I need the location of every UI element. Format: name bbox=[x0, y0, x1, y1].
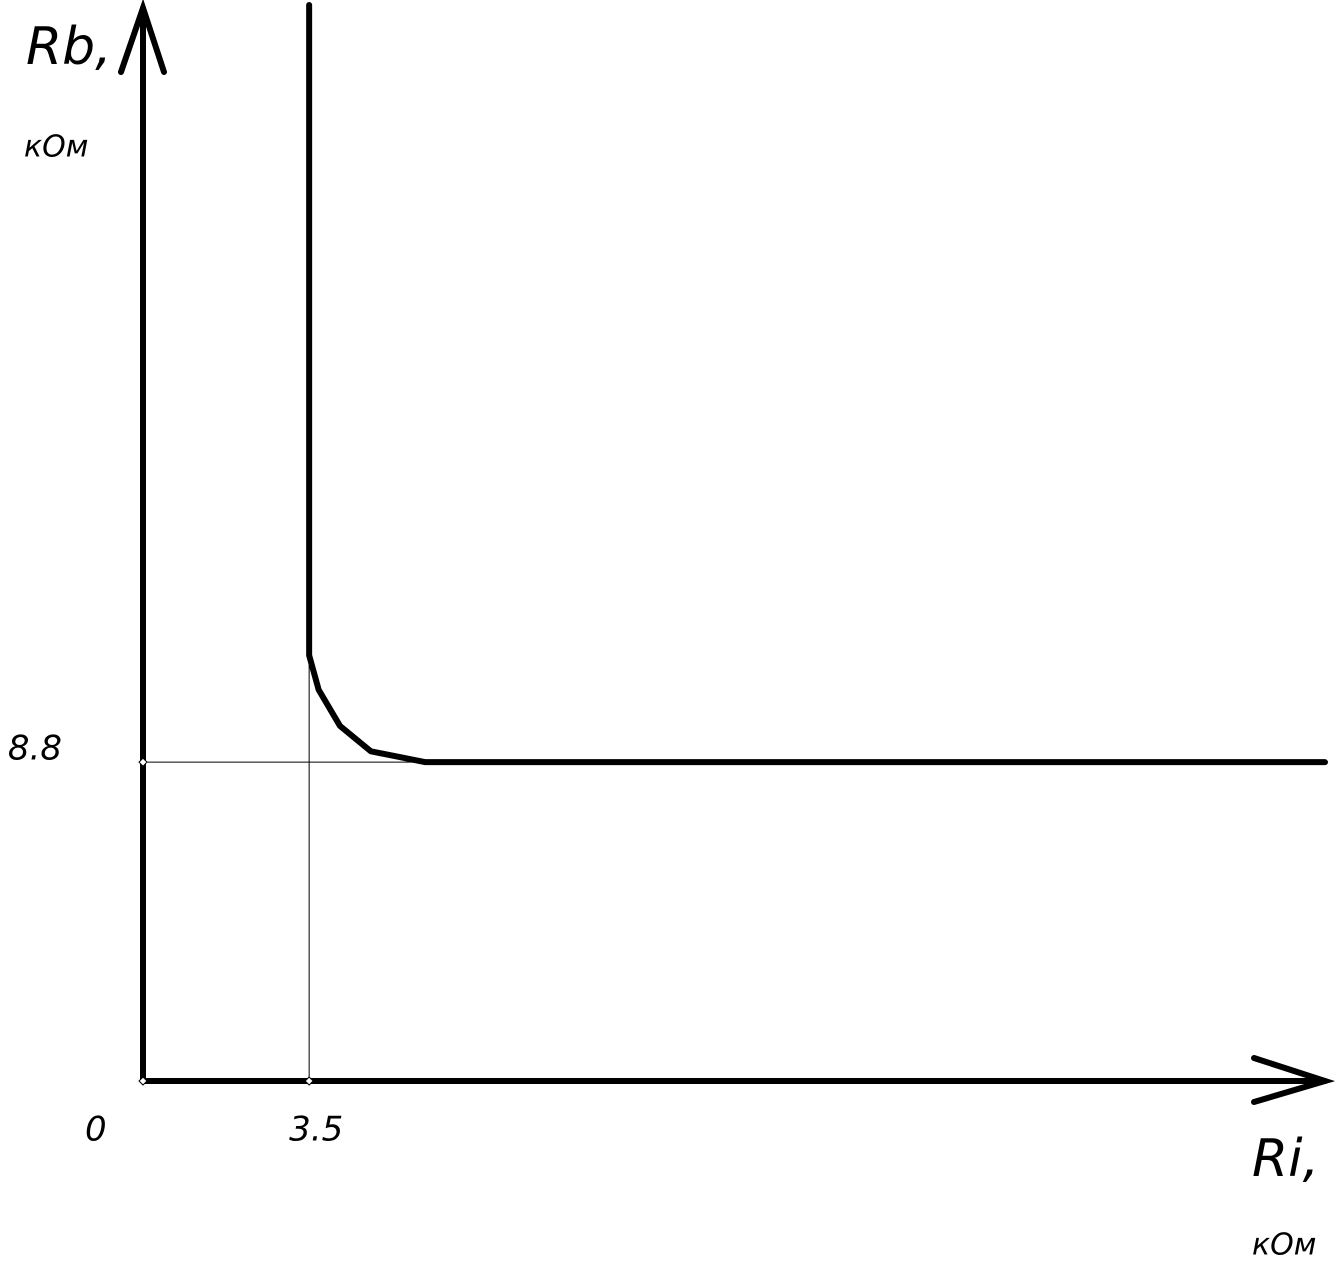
x-axis-label: Ri, bbox=[1252, 1129, 1319, 1189]
x-arrow bbox=[1251, 1055, 1336, 1105]
x-tick-label: 3.5 bbox=[289, 1110, 343, 1150]
tick-mark bbox=[304, 1076, 314, 1086]
tick-mark bbox=[138, 757, 148, 767]
y-tick-label: 8.8 bbox=[8, 729, 62, 769]
curve bbox=[306, 2, 1328, 766]
x-tick-label: 0 bbox=[85, 1110, 107, 1150]
x-axis-unit: кОм bbox=[1252, 1228, 1316, 1263]
y-axis-unit: кОм bbox=[24, 130, 88, 165]
y-axis-label: Rb, bbox=[26, 17, 112, 77]
axes bbox=[118, 0, 1336, 1105]
tick-mark bbox=[138, 1076, 148, 1086]
